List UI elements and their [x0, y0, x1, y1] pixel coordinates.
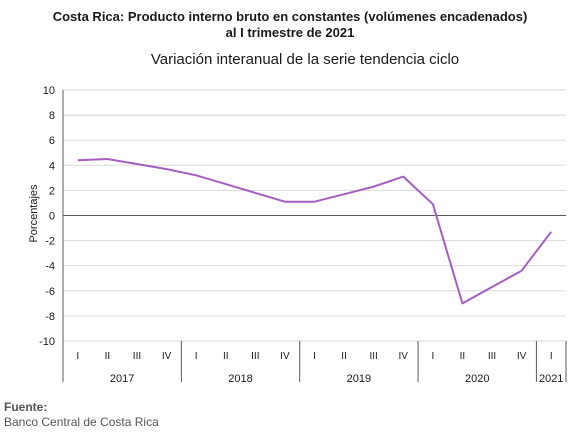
x-tick-label: II [105, 351, 111, 362]
x-tick-label: II [460, 351, 466, 362]
x-tick-label: III [133, 351, 141, 362]
x-tick-label: IV [162, 351, 172, 362]
y-axis-label: Porcentajes [28, 184, 40, 243]
y-tick-label: -2 [45, 236, 55, 248]
x-tick-label: II [341, 351, 347, 362]
x-tick-label: IV [280, 351, 290, 362]
chart-title: Costa Rica: Producto interno bruto en co… [0, 9, 580, 41]
series-line [77, 158, 552, 305]
x-tick-label: I [431, 351, 434, 362]
chart-title-line-2: al I trimestre de 2021 [225, 25, 355, 40]
y-tick-label: 6 [49, 135, 55, 147]
y-tick-label: -10 [39, 336, 55, 348]
y-tick-label: 2 [49, 185, 55, 197]
y-tick-label: 10 [43, 85, 55, 97]
x-tick-label: III [488, 351, 496, 362]
x-tick-label: I [313, 351, 316, 362]
year-label: 2019 [347, 373, 371, 385]
year-label: 2017 [110, 373, 134, 385]
y-tick-label: -8 [45, 311, 55, 323]
y-tick-label: 8 [49, 110, 55, 122]
year-label: 2020 [465, 373, 489, 385]
x-tick-label: IV [399, 351, 409, 362]
source-text: Banco Central de Costa Rica [4, 415, 159, 429]
x-tick-label: I [550, 351, 553, 362]
x-tick-label: II [223, 351, 229, 362]
year-label: 2021 [539, 373, 563, 385]
x-tick-label: I [195, 351, 198, 362]
y-tick-label: -4 [45, 261, 55, 273]
y-tick-label: -6 [45, 286, 55, 298]
x-tick-label: I [76, 351, 79, 362]
source-note: Fuente: Banco Central de Costa Rica [4, 400, 159, 430]
x-tick-label: IV [517, 351, 527, 362]
x-tick-label: III [370, 351, 378, 362]
y-tick-label: 0 [49, 211, 55, 223]
y-tick-label: 4 [49, 160, 55, 172]
chart-subtitle: Variación interanual de la serie tendenc… [150, 51, 460, 68]
year-label: 2018 [228, 373, 252, 385]
x-tick-label: III [251, 351, 259, 362]
chart-title-line-1: Costa Rica: Producto interno bruto en co… [52, 9, 528, 24]
source-label: Fuente: [4, 400, 48, 414]
